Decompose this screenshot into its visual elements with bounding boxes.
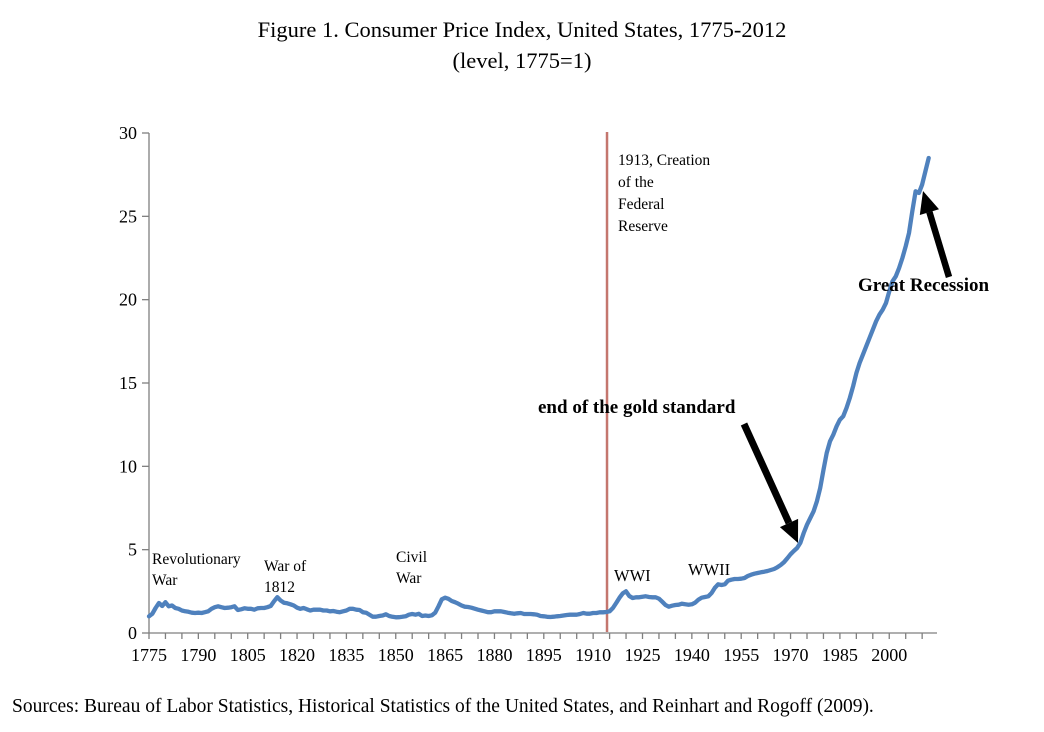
annotation-wwii: WWII (688, 560, 731, 579)
x-tick-label: 1955 (723, 645, 759, 665)
y-tick-label: 30 (119, 123, 137, 143)
title-block: Figure 1. Consumer Price Index, United S… (0, 14, 1044, 76)
x-tick-label: 1775 (131, 645, 167, 665)
annotation-federal-reserve: 1913, Creation of the Federal Reserve (618, 152, 711, 235)
x-tick-label: 1895 (526, 645, 562, 665)
axes: 0 5 10 15 20 25 30 1775 1790 1805 1820 1835 1850 1865… (119, 123, 937, 665)
y-tick-label: 5 (128, 540, 137, 560)
annotation-wwi: WWI (614, 566, 651, 585)
sources-note: Sources: Bureau of Labor Statistics, His… (12, 696, 874, 717)
y-tick-label: 20 (119, 290, 137, 310)
x-tick-label: 1865 (427, 645, 463, 665)
x-tick-label: 1970 (773, 645, 809, 665)
x-tick-label: 1790 (180, 645, 216, 665)
annotation-civil-war: Civil War (396, 549, 428, 587)
great-recession-arrow (919, 191, 953, 278)
x-tick-label: 1910 (575, 645, 611, 665)
x-tick-label: 1940 (674, 645, 710, 665)
y-tick-label: 0 (128, 623, 137, 643)
y-tick-label: 15 (119, 373, 137, 393)
figure-title: Figure 1. Consumer Price Index, United S… (257, 17, 787, 42)
gold-standard-arrow (740, 422, 799, 543)
x-tick-label: 1985 (822, 645, 858, 665)
x-tick-label: 1850 (378, 645, 414, 665)
annotation-revolutionary-war: Revolutionary War (152, 551, 241, 589)
figure-subtitle: (level, 1775=1) (452, 48, 592, 73)
x-tick-label: 1880 (476, 645, 512, 665)
x-tick-label: 1925 (625, 645, 661, 665)
y-tick-label: 25 (119, 206, 137, 226)
x-tick-label: 1805 (230, 645, 266, 665)
annotation-war-of-1812: War of 1812 (264, 558, 307, 596)
cpi-line-layer (146, 155, 931, 620)
y-tick-label: 10 (119, 456, 137, 476)
annotation-great-recession: Great Recession (858, 275, 990, 296)
x-tick-label: 1835 (328, 645, 364, 665)
x-tick-label: 2000 (871, 645, 907, 665)
x-tick-label: 1820 (279, 645, 315, 665)
cpi-line (146, 155, 931, 620)
annotation-end-gold-standard: end of the gold standard (538, 397, 736, 418)
